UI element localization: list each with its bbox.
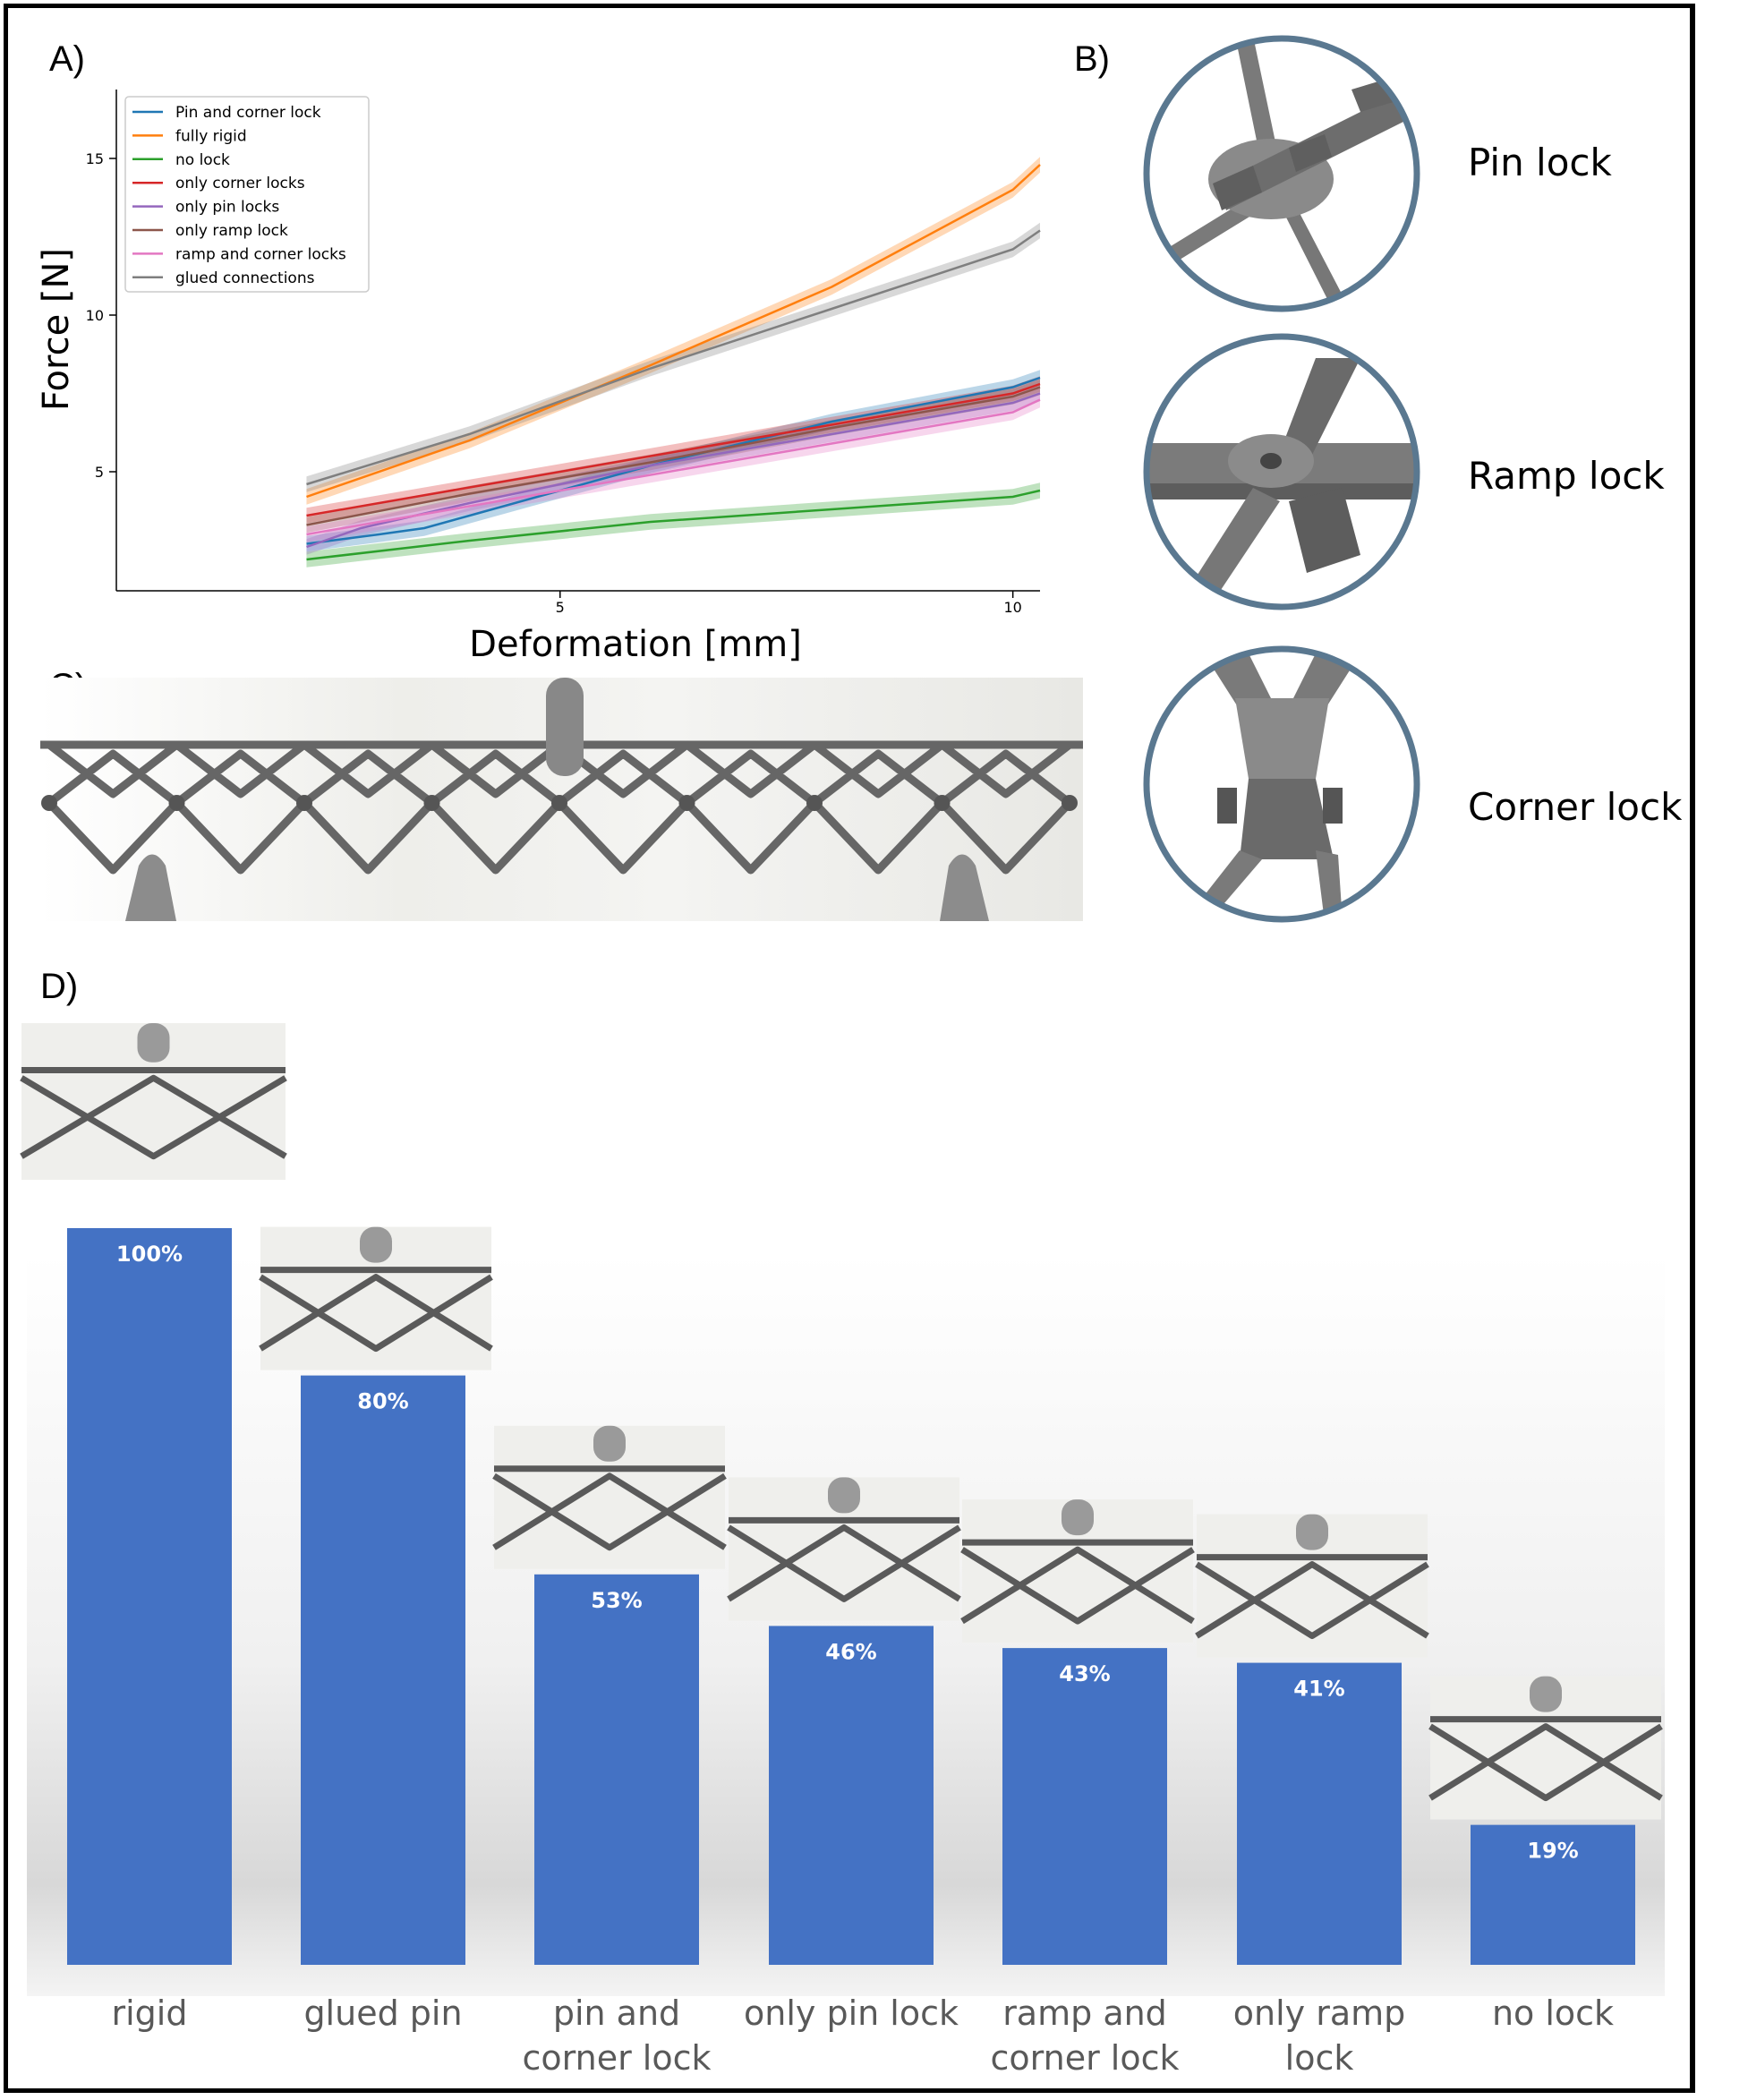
force-deformation-chart: 5 10 5 10 15 Pin and corner lock fully rigid n… xyxy=(36,90,1041,665)
bar xyxy=(1237,1662,1402,1965)
category-label: corner lock xyxy=(523,2038,712,2078)
corner-lock-image xyxy=(1148,651,1415,918)
pin-lock-image xyxy=(1148,40,1415,307)
lattice-joint xyxy=(934,795,951,811)
category-label: no lock xyxy=(1492,1993,1614,2033)
legend-entry: Pin and corner lock xyxy=(175,104,321,122)
series-band xyxy=(306,385,1040,555)
y-axis-label: Force [N] xyxy=(36,248,77,411)
y-tick-label: 5 xyxy=(95,464,104,481)
series-line xyxy=(306,386,1041,526)
series-band xyxy=(306,376,1040,524)
panel-a-label: A) xyxy=(49,39,85,79)
configuration-photo xyxy=(960,1499,1195,1643)
category-label: lock xyxy=(1285,2038,1354,2078)
ramp-lock-label: Ramp lock xyxy=(1468,454,1665,498)
series-line xyxy=(306,229,1041,486)
legend-entry: glued connections xyxy=(175,269,315,287)
legend-entry: only ramp lock xyxy=(175,222,288,240)
lattice-joint xyxy=(551,795,567,811)
bar-value-label: 41% xyxy=(1293,1677,1344,1702)
legend-entry: fully rigid xyxy=(175,127,247,145)
y-tick-label: 15 xyxy=(86,150,104,167)
ramp-lock-image xyxy=(1148,338,1415,605)
lattice-joint xyxy=(41,795,57,811)
category-label: only ramp xyxy=(1233,1993,1406,2033)
configuration-photo xyxy=(259,1226,493,1370)
legend-entry: no lock xyxy=(175,151,230,169)
panel-b-label: B) xyxy=(1074,39,1110,79)
corner-lock-label: Corner lock xyxy=(1468,785,1683,829)
configuration-photo xyxy=(727,1477,961,1621)
pin-lock-ring xyxy=(1143,35,1420,312)
corner-lock-ring xyxy=(1143,645,1420,923)
legend-entry: only pin locks xyxy=(175,199,279,217)
bar xyxy=(67,1228,232,1965)
category-label: corner lock xyxy=(991,2038,1180,2078)
x-axis-label: Deformation [mm] xyxy=(469,624,802,665)
category-label: glued pin xyxy=(303,1993,462,2033)
category-label: ramp and xyxy=(1002,1993,1167,2033)
series-line xyxy=(306,489,1041,561)
lattice-struts xyxy=(46,741,1073,875)
bar xyxy=(1471,1824,1635,1965)
legend-entry: ramp and corner locks xyxy=(175,245,346,263)
category-label: pin and xyxy=(553,1993,680,2033)
series-band xyxy=(306,157,1040,505)
panel-d-label: D) xyxy=(40,967,79,1006)
lattice-joint xyxy=(168,795,185,811)
series-band xyxy=(306,391,1040,542)
bar xyxy=(769,1626,934,1965)
lattice-joint xyxy=(678,795,695,811)
bar-value-label: 46% xyxy=(825,1639,876,1664)
ramp-lock-ring xyxy=(1143,333,1420,610)
lattice-joint xyxy=(1062,795,1078,811)
pin-lock-label: Pin lock xyxy=(1468,141,1612,184)
series-line xyxy=(306,398,1041,536)
y-tick-label: 10 xyxy=(86,307,104,324)
configuration-photo xyxy=(1428,1676,1663,1820)
bar-value-label: 53% xyxy=(591,1588,642,1613)
series-line xyxy=(306,164,1041,499)
lattice-joint xyxy=(296,795,312,811)
bar-value-label: 19% xyxy=(1527,1839,1578,1864)
lock-details-panel xyxy=(1143,35,1420,923)
lattice-bending-photo xyxy=(40,678,1083,921)
x-tick-label: 10 xyxy=(1003,599,1021,616)
configuration-photo xyxy=(20,1023,287,1180)
x-tick-label: 5 xyxy=(556,599,565,616)
chart-legend: Pin and corner lock fully rigid no lock onl… xyxy=(124,96,370,293)
configuration-photo xyxy=(492,1425,727,1569)
lattice-joint xyxy=(423,795,440,811)
lattice-joint xyxy=(806,795,823,811)
legend-entry: only corner locks xyxy=(175,175,305,192)
bar-value-label: 80% xyxy=(357,1389,408,1414)
series-line xyxy=(306,382,1041,517)
category-label: only pin lock xyxy=(744,1993,959,2033)
bar xyxy=(301,1375,465,1965)
bar xyxy=(1002,1648,1167,1965)
series-band xyxy=(306,222,1040,492)
configuration-photo xyxy=(1195,1514,1429,1658)
legend-box xyxy=(124,96,370,293)
bar-value-label: 43% xyxy=(1059,1661,1110,1686)
series-band xyxy=(306,482,1040,568)
bar xyxy=(534,1574,699,1965)
category-label: rigid xyxy=(112,1993,188,2033)
series-line xyxy=(306,392,1041,549)
bar-value-label: 100% xyxy=(116,1242,183,1267)
